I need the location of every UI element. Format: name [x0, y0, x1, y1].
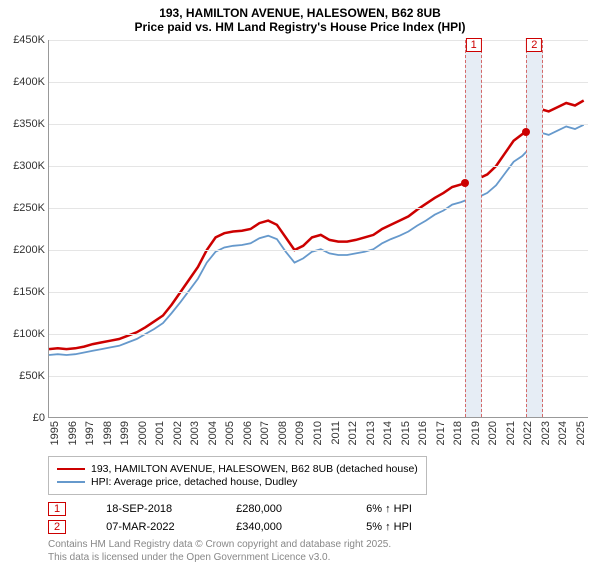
grid-line — [49, 334, 588, 335]
footer-line-2: This data is licensed under the Open Gov… — [48, 551, 391, 564]
annotation-date: 07-MAR-2022 — [106, 521, 196, 533]
annotation-pct: 6% ↑ HPI — [366, 503, 456, 515]
x-tick-label: 2014 — [382, 421, 394, 445]
x-tick-label: 1995 — [49, 421, 61, 445]
highlight-band — [465, 40, 483, 417]
grid-line — [49, 166, 588, 167]
y-tick-label: £100K — [13, 328, 49, 340]
y-tick-label: £250K — [13, 202, 49, 214]
x-tick-label: 1996 — [67, 421, 79, 445]
x-tick-label: 1999 — [119, 421, 131, 445]
chart-lines — [49, 40, 589, 418]
x-tick-label: 1997 — [84, 421, 96, 445]
x-tick-label: 2025 — [575, 421, 587, 445]
x-tick-label: 2012 — [347, 421, 359, 445]
x-tick-label: 2010 — [312, 421, 324, 445]
annotation-row: 2 07-MAR-2022 £340,000 5% ↑ HPI — [48, 520, 456, 534]
marker-label: 2 — [526, 38, 542, 52]
chart-title: 193, HAMILTON AVENUE, HALESOWEN, B62 8UB… — [0, 6, 600, 34]
x-tick-label: 2013 — [365, 421, 377, 445]
y-tick-label: £150K — [13, 286, 49, 298]
x-tick-label: 2020 — [487, 421, 499, 445]
y-tick-label: £200K — [13, 244, 49, 256]
annotation-price: £280,000 — [236, 503, 326, 515]
x-tick-label: 2021 — [505, 421, 517, 445]
legend-row: 193, HAMILTON AVENUE, HALESOWEN, B62 8UB… — [57, 463, 418, 475]
annotation-label: 1 — [48, 502, 66, 516]
title-line-2: Price paid vs. HM Land Registry's House … — [0, 20, 600, 34]
grid-line — [49, 124, 588, 125]
x-tick-label: 2011 — [330, 421, 342, 445]
x-tick-label: 2003 — [189, 421, 201, 445]
x-tick-label: 2008 — [277, 421, 289, 445]
grid-line — [49, 376, 588, 377]
grid-line — [49, 208, 588, 209]
series-line-price_paid — [49, 101, 584, 350]
legend-row: HPI: Average price, detached house, Dudl… — [57, 476, 418, 488]
x-tick-label: 1998 — [102, 421, 114, 445]
grid-line — [49, 250, 588, 251]
x-tick-label: 2015 — [400, 421, 412, 445]
annotation-label: 2 — [48, 520, 66, 534]
legend-label: HPI: Average price, detached house, Dudl… — [91, 476, 297, 488]
x-tick-label: 2016 — [417, 421, 429, 445]
marker-label: 1 — [466, 38, 482, 52]
x-tick-label: 2000 — [137, 421, 149, 445]
legend: 193, HAMILTON AVENUE, HALESOWEN, B62 8UB… — [48, 456, 427, 495]
series-line-hpi — [49, 125, 584, 355]
y-tick-label: £350K — [13, 118, 49, 130]
x-tick-label: 2005 — [224, 421, 236, 445]
footer-line-1: Contains HM Land Registry data © Crown c… — [48, 538, 391, 551]
x-tick-label: 2018 — [452, 421, 464, 445]
y-tick-label: £50K — [19, 370, 49, 382]
legend-swatch — [57, 481, 85, 483]
x-tick-label: 2004 — [207, 421, 219, 445]
grid-line — [49, 40, 588, 41]
annotation-pct: 5% ↑ HPI — [366, 521, 456, 533]
grid-line — [49, 82, 588, 83]
x-tick-label: 2007 — [259, 421, 271, 445]
plot-area: £0£50K£100K£150K£200K£250K£300K£350K£400… — [48, 40, 588, 418]
y-tick-label: £450K — [13, 34, 49, 46]
x-tick-label: 2002 — [172, 421, 184, 445]
legend-label: 193, HAMILTON AVENUE, HALESOWEN, B62 8UB… — [91, 463, 418, 475]
data-point — [522, 128, 530, 136]
y-tick-label: £400K — [13, 76, 49, 88]
x-tick-label: 2006 — [242, 421, 254, 445]
data-point — [461, 179, 469, 187]
x-tick-label: 2024 — [557, 421, 569, 445]
x-tick-label: 2023 — [540, 421, 552, 445]
y-tick-label: £0 — [33, 412, 49, 424]
x-tick-label: 2022 — [522, 421, 534, 445]
x-tick-label: 2017 — [435, 421, 447, 445]
legend-swatch — [57, 468, 85, 471]
annotation-date: 18-SEP-2018 — [106, 503, 196, 515]
annotation-price: £340,000 — [236, 521, 326, 533]
highlight-band — [526, 40, 544, 417]
x-tick-label: 2001 — [154, 421, 166, 445]
grid-line — [49, 292, 588, 293]
title-line-1: 193, HAMILTON AVENUE, HALESOWEN, B62 8UB — [0, 6, 600, 20]
y-tick-label: £300K — [13, 160, 49, 172]
footer-attribution: Contains HM Land Registry data © Crown c… — [48, 538, 391, 564]
x-tick-label: 2009 — [294, 421, 306, 445]
annotation-row: 1 18-SEP-2018 £280,000 6% ↑ HPI — [48, 502, 456, 516]
x-tick-label: 2019 — [470, 421, 482, 445]
transaction-annotations: 1 18-SEP-2018 £280,000 6% ↑ HPI 2 07-MAR-2022… — [48, 498, 456, 538]
